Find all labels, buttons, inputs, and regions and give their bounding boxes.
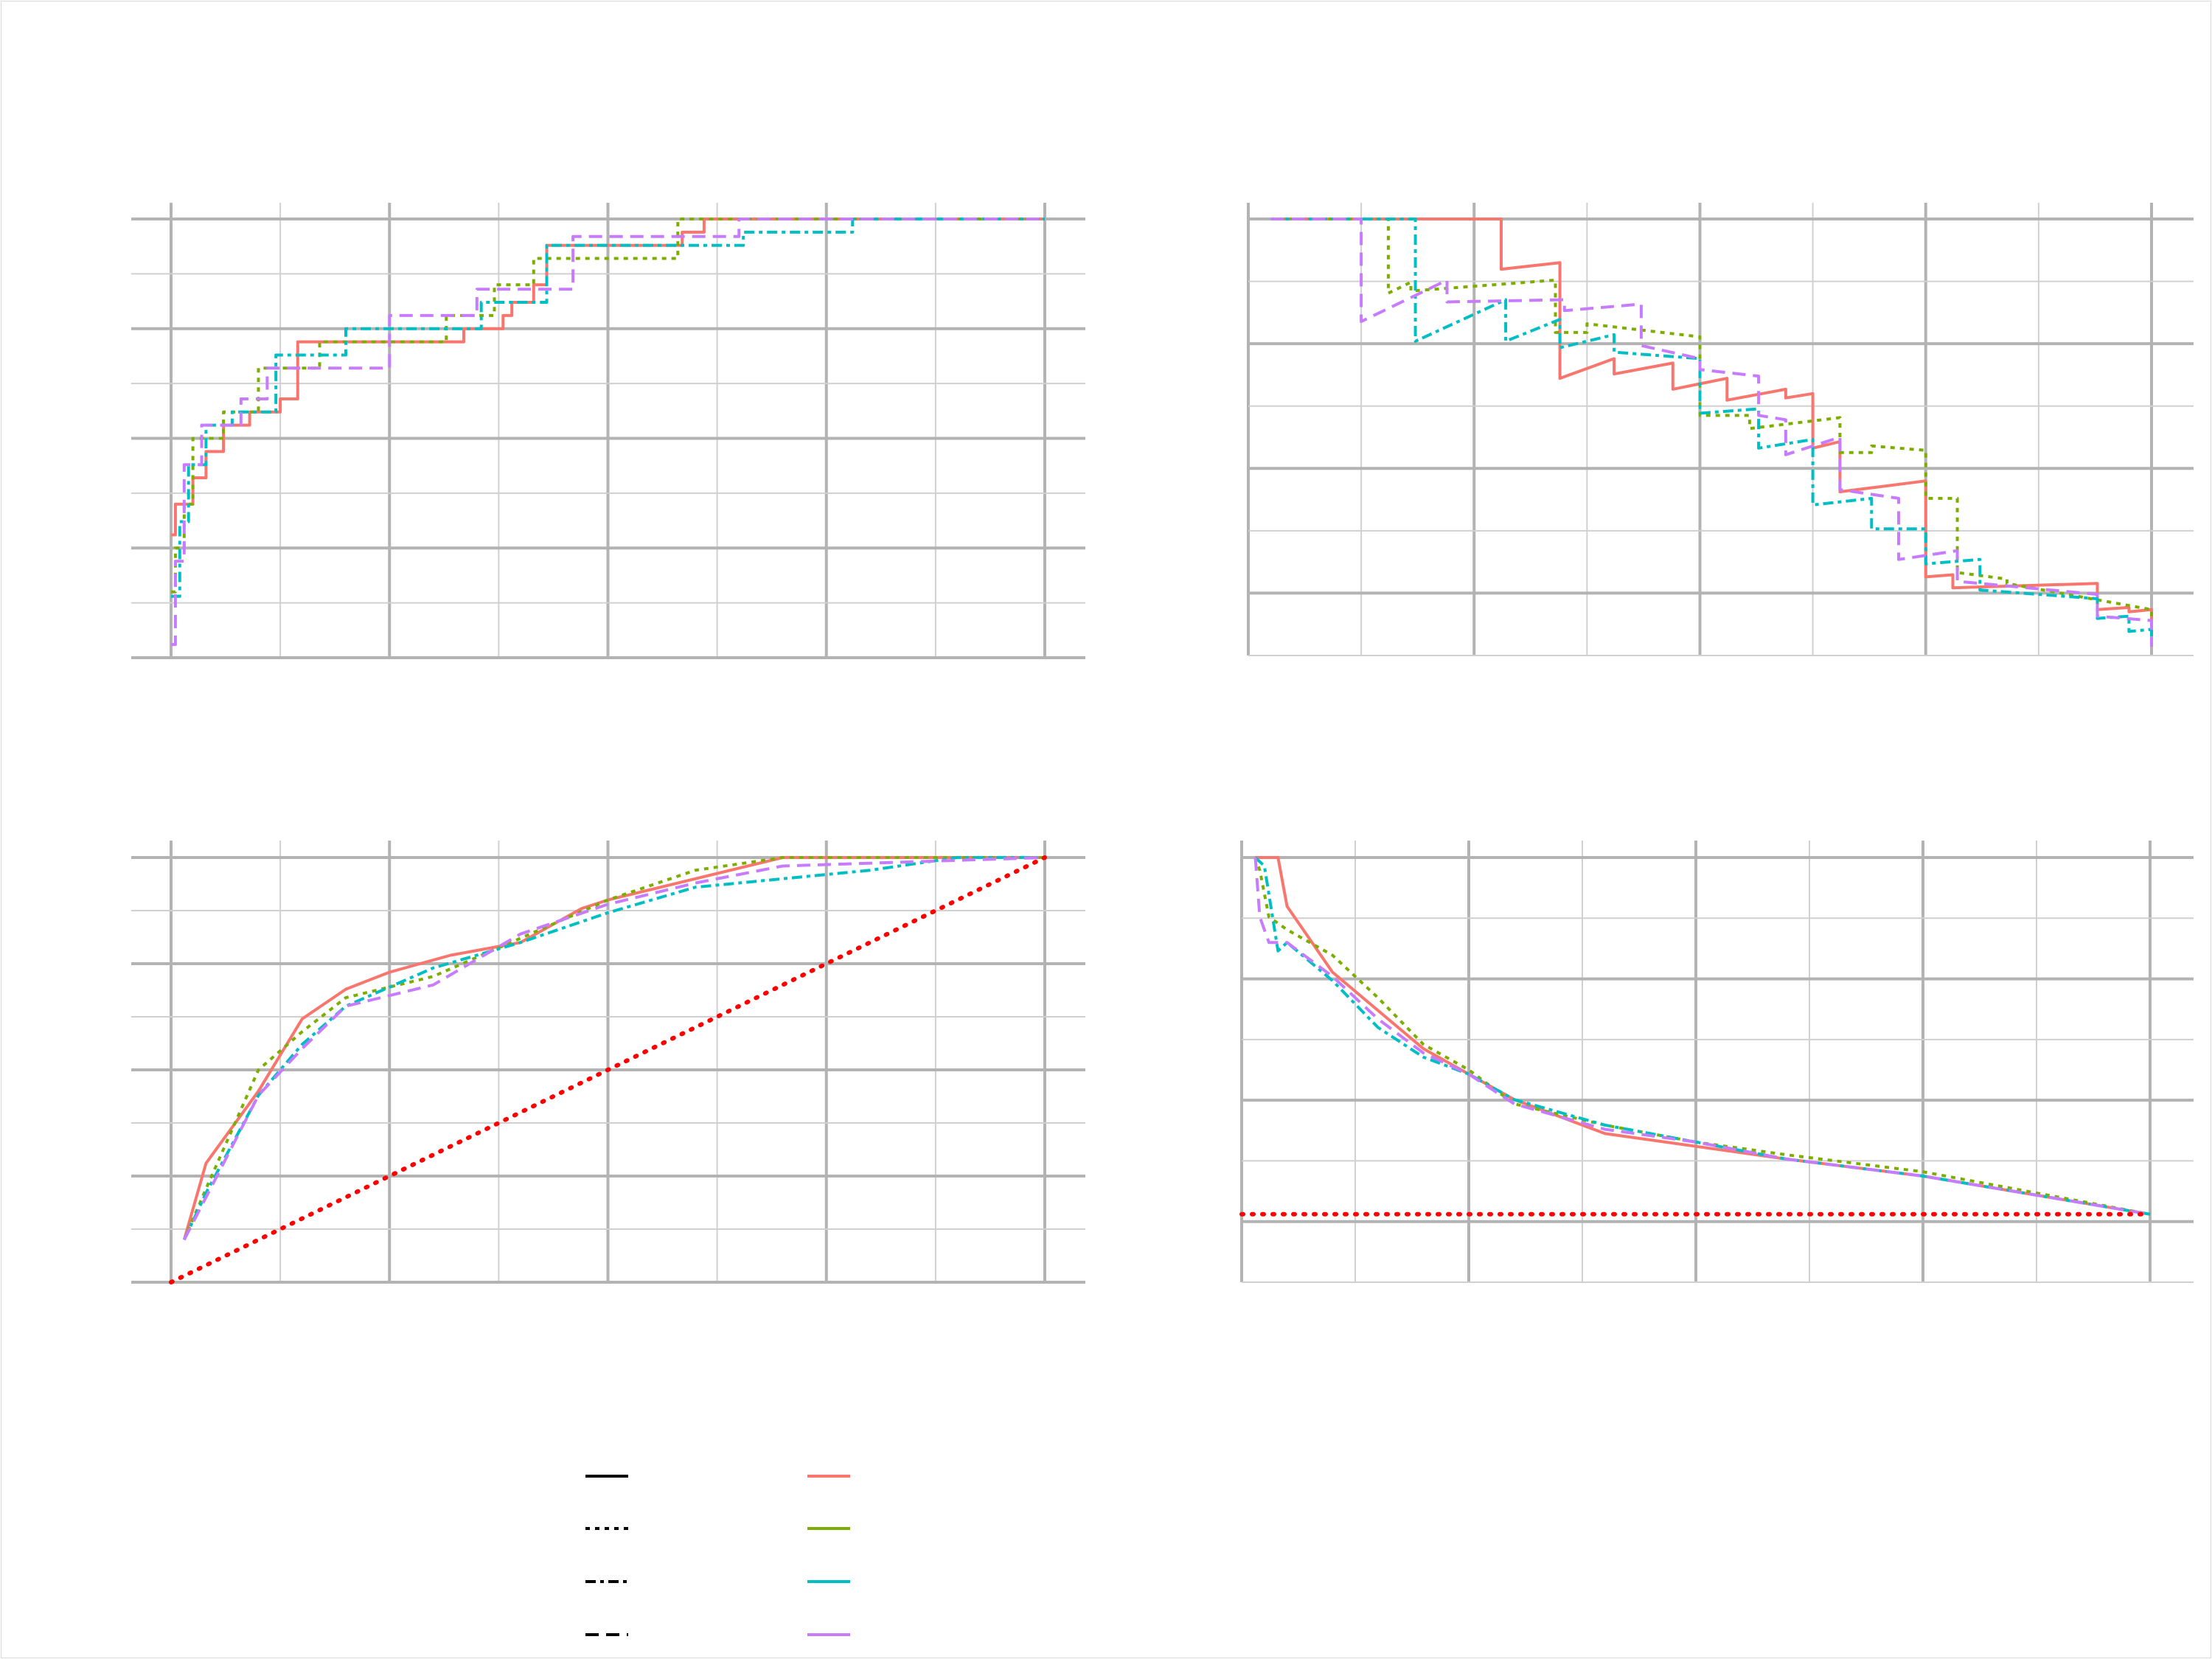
- panel-3: [131, 841, 1085, 1284]
- series-line-3: [171, 218, 1045, 598]
- series-line-4: [1270, 218, 2153, 647]
- panel-2: [1247, 203, 2194, 656]
- series-line-1: [1270, 218, 2153, 630]
- series-line-4: [183, 856, 1046, 1241]
- series-line-4: [1253, 857, 2151, 1216]
- panel-1: [131, 203, 1085, 659]
- panels: [131, 203, 2194, 1284]
- series-line-1: [182, 856, 1045, 1240]
- series-line-3: [1254, 856, 2151, 1216]
- series-line-3: [182, 856, 1045, 1241]
- panel-4: [1239, 841, 2194, 1283]
- series-line-2: [1270, 218, 2153, 621]
- reference-line: [169, 855, 1047, 1284]
- legend: [585, 1475, 850, 1636]
- series-line-3: [1270, 218, 2153, 643]
- series-line-2: [1253, 857, 2151, 1216]
- series-line-2: [182, 856, 1045, 1241]
- series-line-4: [171, 218, 1045, 647]
